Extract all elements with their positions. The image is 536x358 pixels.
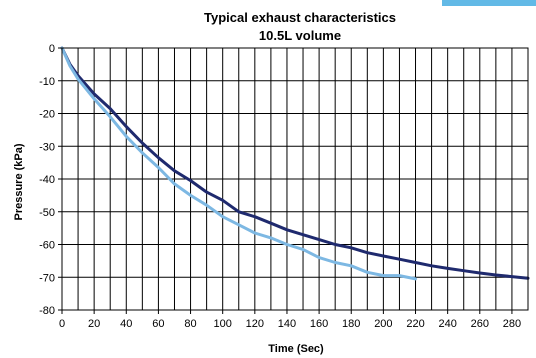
y-axis-ticks: 0 -10 -20 -30 -40 -50 -60 -70 -80 [39,43,62,317]
series-line-1 [60,46,530,280]
x-tick-label: 120 [246,318,264,330]
y-tick-label: -70 [39,272,55,284]
y-axis-label: Pressure (kPa) [13,143,25,220]
y-tick-label: -50 [39,207,55,219]
x-tick-label: 80 [184,318,196,330]
x-tick-label: 100 [214,318,232,330]
chart-title: Typical exhaust characteristics [204,10,396,25]
x-tick-label: 240 [438,318,456,330]
series-layer [60,46,530,281]
x-axis-ticks: 0 20 40 60 80 100 120 140 160 180 200 220 240 260 280 [59,310,521,330]
x-tick-label: 280 [503,318,521,330]
x-tick-label: 60 [152,318,164,330]
y-tick-label: 0 [49,43,55,55]
series-line-2 [60,46,417,281]
x-axis-label: Time (Sec) [268,343,324,355]
x-tick-label: 160 [310,318,328,330]
chart-subtitle: 10.5L volume [259,28,341,43]
y-tick-label: -10 [39,76,55,88]
y-tick-label: -30 [39,141,55,153]
y-tick-label: -20 [39,109,55,121]
x-tick-label: 40 [120,318,132,330]
x-tick-label: 180 [342,318,360,330]
corner-accent-strip [442,0,536,6]
y-tick-label: -80 [39,305,55,317]
x-tick-label: 220 [406,318,424,330]
x-tick-label: 260 [471,318,489,330]
x-tick-label: 20 [88,318,100,330]
y-tick-label: -60 [39,240,55,252]
x-tick-label: 0 [59,318,65,330]
x-tick-label: 140 [278,318,296,330]
y-tick-label: -40 [39,174,55,186]
x-tick-label: 200 [374,318,392,330]
grid [62,48,528,310]
